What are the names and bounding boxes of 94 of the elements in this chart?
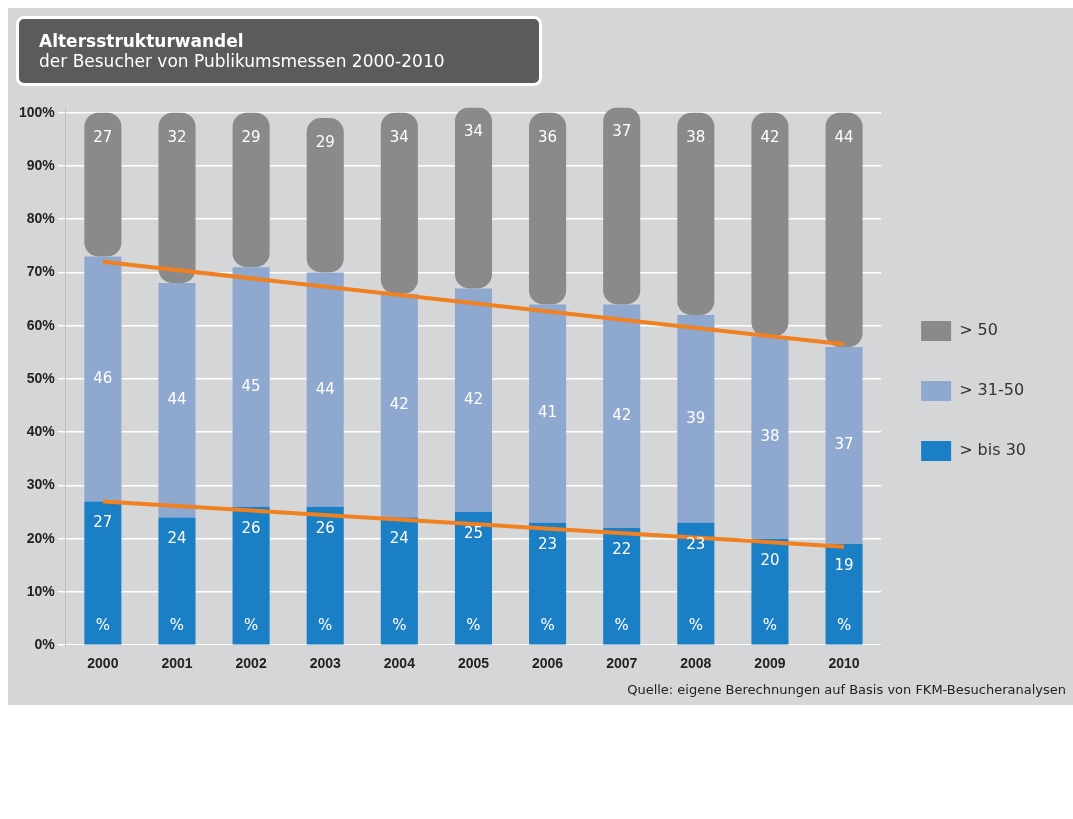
y-tick-label: 10% [26, 582, 56, 599]
y-tick-label: 20% [26, 529, 56, 546]
legend-label: > 31-50 [959, 380, 1025, 400]
x-tick-label: 2007 [606, 655, 638, 672]
x-tick-label: 2009 [754, 655, 786, 672]
bar [232, 112, 270, 268]
bar [380, 517, 418, 645]
y-tick-label: 90% [26, 156, 56, 173]
y-tick-label: 0% [34, 636, 56, 653]
bar [825, 347, 863, 545]
data-label: 41 [538, 403, 558, 422]
legend-label: > 50 [959, 320, 998, 340]
y-tick-label: 60% [26, 316, 56, 333]
data-label: 37 [612, 122, 632, 141]
y-tick-label: 100% [18, 103, 56, 120]
data-label: 32 [167, 127, 187, 146]
bar [232, 506, 270, 645]
text: 20 % [760, 550, 780, 635]
x-tick-label: 2004 [383, 655, 416, 672]
x-tick-label: 2001 [161, 655, 193, 672]
bar [380, 293, 418, 518]
bar [751, 538, 789, 645]
x-tick-label: 2008 [680, 655, 712, 672]
data-label: 44 [834, 127, 854, 146]
y-tick-label: 70% [26, 263, 56, 280]
data-label: 42 [389, 395, 409, 414]
text: 19 % [834, 555, 854, 635]
data-label: 42 [463, 390, 484, 409]
data-label: 37 [834, 435, 854, 454]
source-note: Quelle: eigene Berechnungen auf Basis von FKM-Besucheranalysen [626, 682, 1066, 697]
bar [825, 544, 863, 645]
chart-title: Altersstrukturwandel [39, 31, 245, 51]
bar [84, 501, 122, 645]
text: 24 % [167, 529, 187, 635]
y-tick-label: 30% [26, 476, 56, 493]
bar [677, 522, 715, 645]
bar [380, 112, 418, 294]
bar [306, 272, 344, 507]
data-label: 42 [760, 127, 780, 146]
data-label: 44 [167, 390, 187, 409]
x-tick-label: 2010 [828, 655, 860, 672]
chart-subtitle: der Besucher von Publikumsmessen 2000-2010 [39, 51, 446, 71]
data-label: 44 [315, 379, 335, 398]
text: 24 % [389, 529, 409, 635]
x-tick-label: 2005 [457, 655, 490, 672]
bar [306, 506, 344, 645]
x-tick-label: 2003 [309, 655, 342, 672]
legend-label: > bis 30 [959, 440, 1026, 460]
data-label: 38 [760, 427, 780, 446]
data-label: 46 [93, 368, 113, 387]
bar [232, 267, 270, 507]
bar [603, 304, 641, 529]
y-tick-label: 80% [26, 210, 56, 227]
bar [306, 118, 344, 273]
bar [529, 112, 567, 305]
y-tick-label: 50% [26, 369, 56, 386]
text: 22 % [612, 539, 632, 635]
text: 25 % [463, 523, 484, 635]
bar [158, 283, 196, 518]
x-tick-label: 2002 [235, 655, 267, 672]
data-label: 38 [686, 127, 706, 146]
bar [677, 112, 715, 316]
text: 23 % [538, 534, 558, 635]
bar [84, 112, 122, 257]
data-label: 45 [241, 376, 261, 395]
bar [529, 522, 567, 645]
text: 27 % [93, 513, 113, 635]
data-label: 39 [686, 408, 706, 427]
bar [454, 107, 492, 289]
bar [603, 528, 641, 645]
bar [454, 512, 492, 645]
bar [158, 112, 196, 284]
data-label: 42 [612, 406, 632, 425]
data-label: 29 [315, 132, 335, 151]
data-label: 34 [389, 127, 409, 146]
bar [751, 112, 789, 337]
text: 26 % [315, 518, 335, 635]
data-label: 27 [93, 127, 113, 146]
bar [677, 315, 715, 523]
y-tick-label: 40% [26, 423, 56, 440]
bar [158, 517, 196, 645]
data-label: 36 [538, 127, 558, 146]
bar [603, 107, 641, 305]
x-tick-label: 2006 [532, 655, 564, 672]
bar [751, 336, 789, 539]
bar [454, 288, 492, 513]
data-label: 29 [241, 127, 261, 146]
text: 23 % [686, 534, 706, 635]
text: 26 % [241, 518, 261, 635]
data-label: 34 [463, 122, 484, 141]
bar [825, 112, 863, 348]
x-tick-label: 2000 [87, 655, 119, 672]
bar [529, 304, 567, 523]
bar [84, 256, 122, 502]
